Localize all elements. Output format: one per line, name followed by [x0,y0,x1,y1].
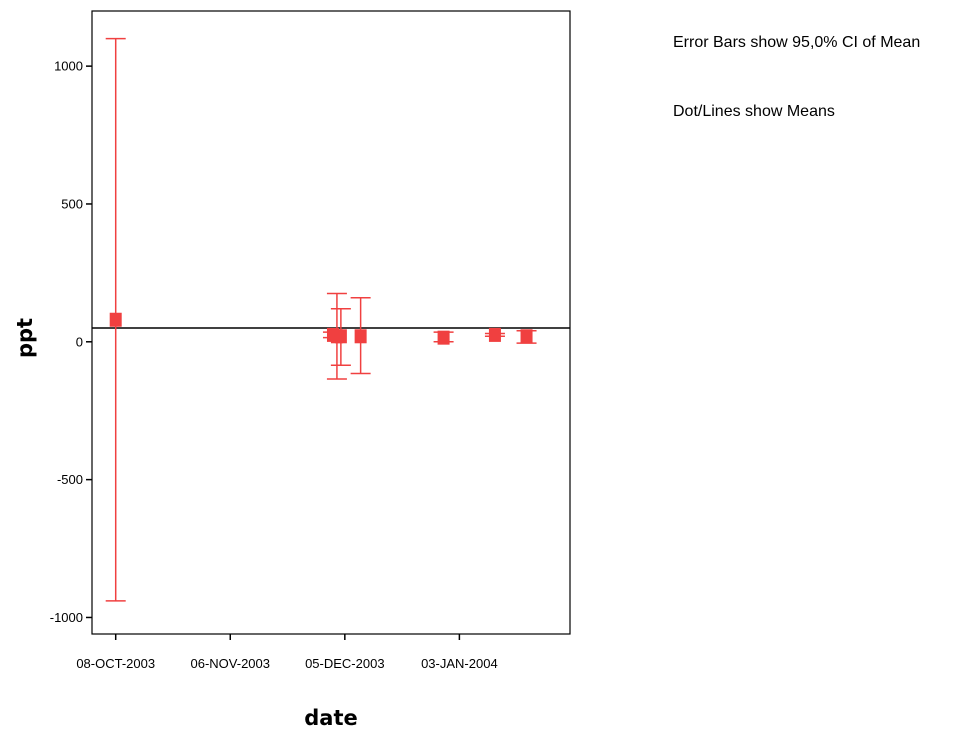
mean-marker [520,329,533,344]
x-axis-title: date [304,706,357,730]
x-axis: 08-OCT-2003 06-NOV-2003 05-DEC-2003 03-JAN-… [76,634,498,671]
note-error-bars: Error Bars show 95,0% CI of Mean [673,34,920,51]
y-tick-label: 0 [76,334,83,349]
mean-marker [354,329,367,344]
x-tick-label: 06-NOV-2003 [191,656,271,671]
mean-marker [334,329,347,344]
y-tick-label: -1000 [50,610,83,625]
mean-marker [488,327,501,342]
x-tick-label: 08-OCT-2003 [76,656,155,671]
note-dot-lines: Dot/Lines show Means [673,103,835,120]
mean-marker [109,312,122,327]
y-tick-label: 1000 [54,59,83,74]
y-axis-title: ppt [13,318,37,358]
mean-marker [437,330,450,345]
plot-area [91,10,571,635]
y-axis: 1000 500 0 -500 -1000 [50,59,92,625]
x-tick-label: 03-JAN-2004 [421,656,498,671]
x-tick-label: 05-DEC-2003 [305,656,385,671]
data-marks [105,37,537,602]
y-tick-label: -500 [57,472,83,487]
y-tick-label: 500 [61,196,83,211]
